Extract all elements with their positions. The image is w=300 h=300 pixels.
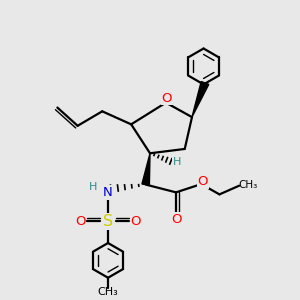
Text: CH₃: CH₃ [239, 180, 258, 190]
Text: H: H [89, 182, 98, 192]
Polygon shape [192, 82, 209, 117]
Text: O: O [161, 92, 172, 105]
Text: H: H [173, 157, 182, 167]
Text: O: O [130, 215, 141, 228]
Text: O: O [75, 215, 86, 228]
Text: O: O [197, 175, 208, 188]
Text: N: N [103, 186, 113, 199]
Text: O: O [171, 213, 181, 226]
Text: CH₃: CH₃ [98, 287, 118, 297]
Polygon shape [142, 153, 150, 185]
Text: S: S [103, 214, 113, 229]
